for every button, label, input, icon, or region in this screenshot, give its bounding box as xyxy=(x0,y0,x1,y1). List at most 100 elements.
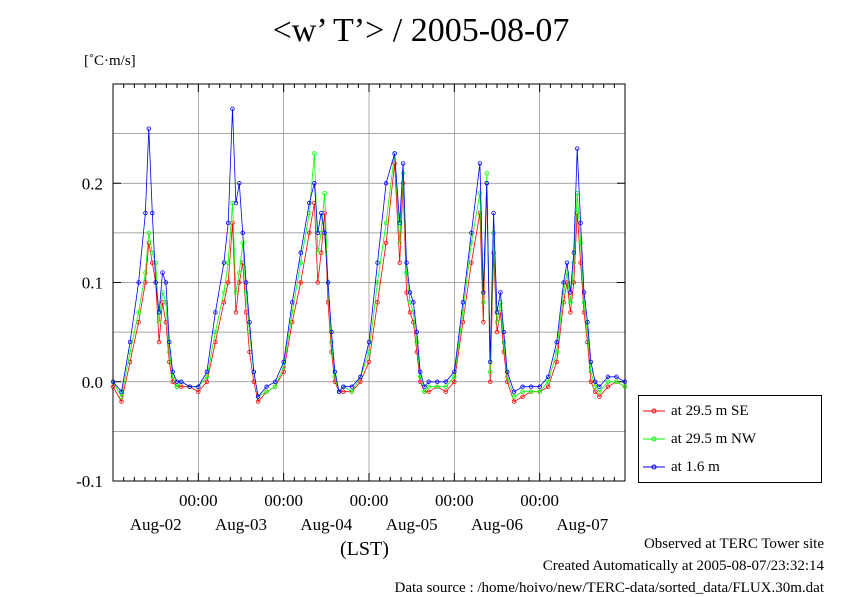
x-tick-label: 00:00 xyxy=(179,491,218,510)
series-0-point xyxy=(397,260,402,265)
series-1-point xyxy=(312,151,317,156)
series-2-point xyxy=(322,230,327,236)
series-2-point xyxy=(564,260,570,265)
series-2-point xyxy=(605,374,611,379)
x-day-label: Aug-05 xyxy=(386,515,438,534)
series-0-point xyxy=(491,250,496,255)
legend-label-nw: at 29.5 m NW xyxy=(671,430,756,447)
series-2-point xyxy=(411,300,416,305)
series-2-point xyxy=(319,210,324,216)
series-2-point xyxy=(568,290,573,295)
series-1-point xyxy=(585,329,590,335)
series-2-point xyxy=(426,379,431,384)
series-0-point xyxy=(163,320,169,325)
series-1-point xyxy=(597,389,602,394)
series-1-point xyxy=(481,300,486,305)
series-1-point xyxy=(143,270,148,275)
series-1-point xyxy=(167,349,172,355)
x-day-label: Aug-02 xyxy=(130,515,182,534)
series-1-point xyxy=(404,270,409,275)
series-1-point xyxy=(383,220,389,226)
series-2-point xyxy=(325,280,331,285)
series-0-point xyxy=(315,280,320,285)
series-0-point xyxy=(411,320,416,325)
series-2-point xyxy=(414,329,419,335)
series-1-point xyxy=(426,384,431,389)
series-2-point xyxy=(383,181,389,186)
series-2-point xyxy=(491,210,496,216)
series-2-point xyxy=(146,126,152,131)
series-2-point xyxy=(272,379,278,384)
series-2-point xyxy=(597,384,602,389)
footer-created: Created Automatically at 2005-08-07/23:3… xyxy=(542,558,824,574)
series-0-point xyxy=(469,260,474,265)
series-2-point xyxy=(150,210,155,216)
series-0-point xyxy=(196,389,201,394)
series-2-point xyxy=(332,369,338,375)
series-1-point xyxy=(494,320,500,325)
series-0-point xyxy=(383,240,389,245)
series-2-point xyxy=(435,379,440,384)
series-2-point xyxy=(460,300,466,305)
legend-swatch-red xyxy=(643,408,665,414)
series-2-point xyxy=(501,329,507,335)
series-0-point xyxy=(341,389,346,394)
series-1-point xyxy=(204,374,210,379)
series-1-point xyxy=(213,329,218,335)
x-day-label: Aug-04 xyxy=(300,515,352,534)
x-tick-label: 00:00 xyxy=(264,491,303,510)
series-1-point xyxy=(477,190,483,196)
series-0-point xyxy=(233,310,239,315)
series-0-point xyxy=(546,384,551,389)
series-2-point xyxy=(375,260,380,265)
series-0-point xyxy=(605,384,611,389)
series-1-point xyxy=(460,310,466,315)
series-line-2 xyxy=(112,108,626,398)
series-2-point xyxy=(418,369,423,375)
series-1-point xyxy=(422,389,427,394)
legend-label-1-6m: at 1.6 m xyxy=(671,458,720,475)
series-1-point xyxy=(243,290,249,295)
series-2-point xyxy=(264,384,269,389)
series-2-point xyxy=(110,379,116,384)
series-2-point xyxy=(358,374,363,379)
series-0-point xyxy=(110,384,116,389)
series-0-point xyxy=(119,399,124,404)
series-0-point xyxy=(597,394,602,399)
y-tick-label: 0.1 xyxy=(82,274,103,293)
y-tick-label: 0.0 xyxy=(82,373,103,392)
series-2-point xyxy=(520,384,525,389)
series-0-point xyxy=(204,379,210,384)
series-0-point xyxy=(366,359,372,365)
footer-source: Data source : /home/hoivo/new/TERC-data/… xyxy=(394,580,825,596)
series-1-point xyxy=(225,260,231,265)
series-0-point xyxy=(167,359,172,365)
series-1-point xyxy=(163,300,169,305)
series-2-point xyxy=(298,250,303,255)
series-2-point xyxy=(255,394,261,399)
series-2-point xyxy=(585,320,590,325)
series-1-point xyxy=(156,320,162,325)
x-day-label: Aug-06 xyxy=(471,515,523,534)
series-1-point xyxy=(315,250,320,255)
series-0-point xyxy=(520,394,525,399)
series-0-point xyxy=(487,379,493,384)
series-1-point xyxy=(452,374,457,379)
series-2-point xyxy=(592,379,598,384)
series-2-point xyxy=(281,359,286,365)
series-2-point xyxy=(392,151,397,156)
series-2-point xyxy=(329,329,334,335)
series-0-point xyxy=(561,300,566,305)
series-0-point xyxy=(588,379,594,384)
series-2-point xyxy=(484,181,489,186)
chart-legend: at 29.5 m SE at 29.5 m NW at 1.6 m xyxy=(638,395,822,483)
series-2-point xyxy=(349,384,355,389)
x-day-label: Aug-07 xyxy=(556,515,608,534)
series-0-point xyxy=(581,310,587,315)
x-axis-label: (LST) xyxy=(340,538,389,560)
series-1-point xyxy=(349,389,355,394)
legend-label-se: at 29.5 m SE xyxy=(671,402,749,419)
series-0-point xyxy=(156,339,162,345)
series-1-point xyxy=(153,260,158,265)
